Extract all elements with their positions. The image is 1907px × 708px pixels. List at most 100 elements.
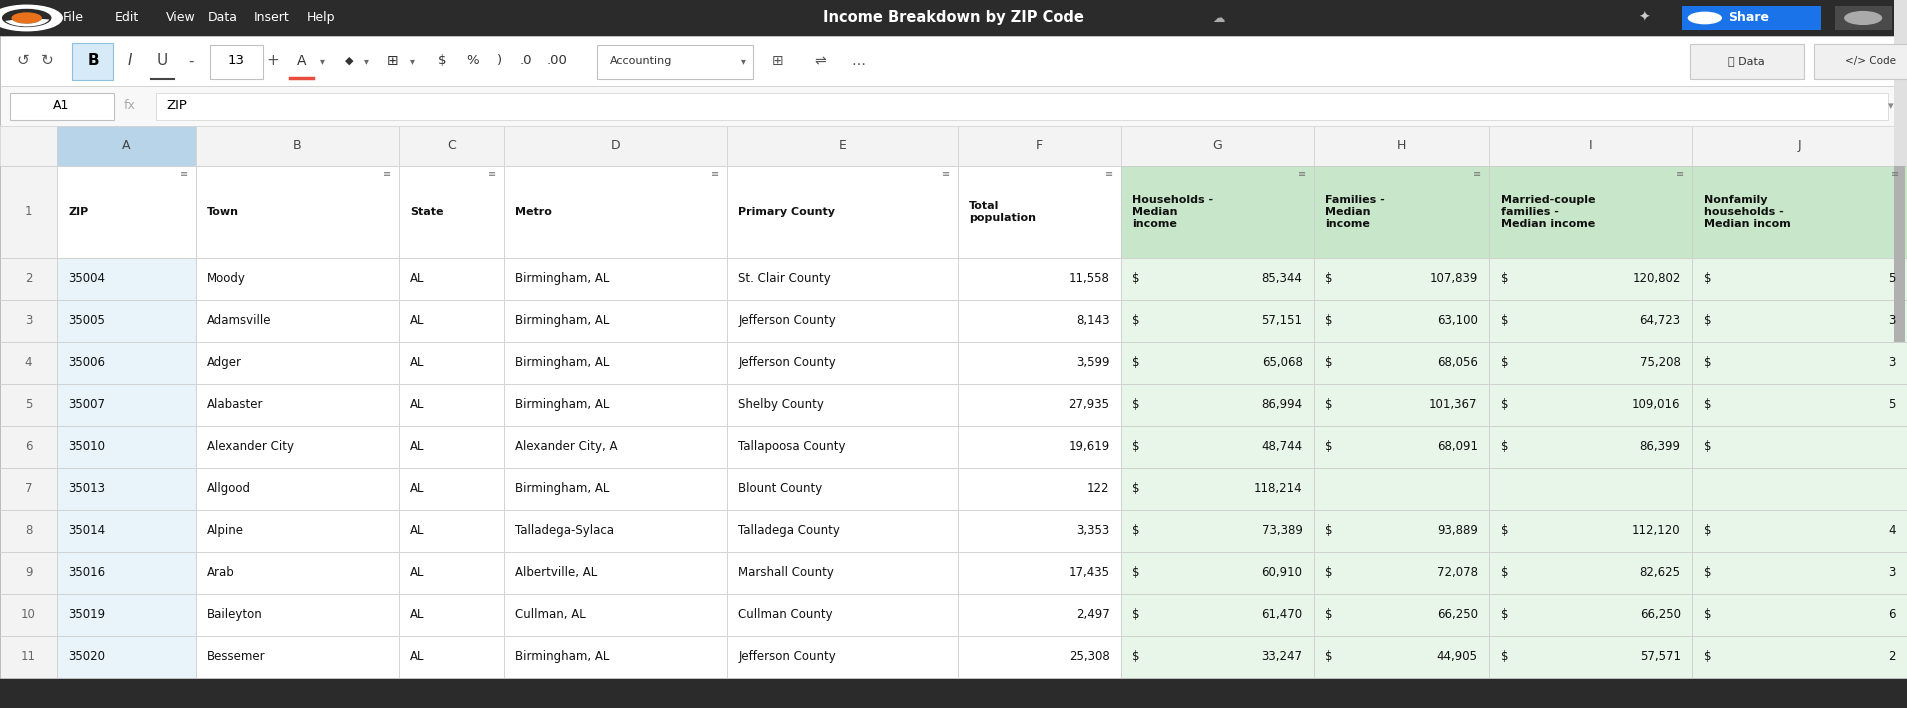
Bar [503,468,727,510]
Text: Help: Help [307,11,336,25]
Bar [399,258,503,300]
Text: 82,625: 82,625 [1640,566,1680,579]
Bar [1894,0,1907,166]
Bar [57,426,196,468]
Text: Birmingham, AL: Birmingham, AL [515,314,610,328]
Text: Birmingham, AL: Birmingham, AL [515,356,610,370]
Bar [1121,342,1314,384]
Bar [1121,166,1314,258]
Text: 3: 3 [25,314,32,328]
Text: 35020: 35020 [69,651,105,663]
Text: 93,889: 93,889 [1436,525,1478,537]
Text: $: $ [1703,525,1711,537]
Bar [503,126,727,166]
Bar [1121,426,1314,468]
Bar [57,300,196,342]
Bar [196,126,399,166]
Text: Jefferson County: Jefferson County [738,314,835,328]
Text: Nonfamily
households -
Median incom: Nonfamily households - Median incom [1703,195,1791,229]
Bar [1692,552,1907,594]
Text: ▾: ▾ [364,56,370,66]
Bar [196,468,399,510]
Text: Moody: Moody [208,273,246,285]
Bar [1692,594,1907,636]
Text: 25,308: 25,308 [1068,651,1110,663]
Text: D: D [610,139,620,152]
Text: 72,078: 72,078 [1436,566,1478,579]
Bar [727,300,957,342]
Text: AL: AL [410,566,425,579]
Bar [1489,468,1692,510]
Bar [1121,300,1314,342]
Text: $: $ [1703,399,1711,411]
Bar [399,426,503,468]
Text: ↻: ↻ [42,54,53,69]
Text: 35007: 35007 [69,399,105,411]
Bar [1314,552,1489,594]
Text: 35016: 35016 [69,566,105,579]
Bar [0,384,57,426]
Text: $: $ [1133,566,1140,579]
Bar [727,258,957,300]
Text: $: $ [1325,525,1333,537]
Bar [957,594,1121,636]
Text: 5: 5 [1888,273,1896,285]
Text: 66,250: 66,250 [1640,608,1680,622]
Text: 13: 13 [229,55,244,67]
Text: </> Code: </> Code [1846,56,1896,66]
Bar [1121,258,1314,300]
Text: 3: 3 [1888,356,1896,370]
Text: ⊞: ⊞ [772,54,784,68]
Text: ≡: ≡ [1474,169,1482,179]
Text: 64,723: 64,723 [1640,314,1680,328]
Bar [1692,636,1907,678]
Bar [1894,166,1905,342]
Text: 35019: 35019 [69,608,105,622]
Text: Jefferson County: Jefferson County [738,651,835,663]
Bar [1489,594,1692,636]
Text: $: $ [1501,314,1508,328]
Text: Income Breakdown by ZIP Code: Income Breakdown by ZIP Code [824,11,1083,25]
Text: $: $ [1325,273,1333,285]
Text: $: $ [1133,356,1140,370]
Bar [1121,594,1314,636]
Text: Talladega-Sylaca: Talladega-Sylaca [515,525,614,537]
Text: AL: AL [410,651,425,663]
Bar [1314,426,1489,468]
Text: $: $ [1501,525,1508,537]
Bar [57,468,196,510]
Bar [1121,126,1314,166]
Bar [72,43,113,80]
Bar [0,86,1907,126]
Bar [1489,166,1692,258]
Text: 3,599: 3,599 [1076,356,1110,370]
Text: 112,120: 112,120 [1632,525,1680,537]
Bar [1314,342,1489,384]
Text: $: $ [1501,566,1508,579]
Bar [1489,552,1692,594]
Text: 3: 3 [1888,314,1896,328]
Bar [1314,594,1489,636]
Bar [57,126,196,166]
Text: ↺: ↺ [17,54,29,69]
Text: 33,247: 33,247 [1262,651,1302,663]
Text: fx: fx [124,99,135,113]
Text: ≡: ≡ [1106,169,1114,179]
Bar [196,510,399,552]
Text: 57,571: 57,571 [1640,651,1680,663]
Text: Cullman, AL: Cullman, AL [515,608,585,622]
Text: A1: A1 [53,99,69,113]
Text: $: $ [439,55,446,67]
Text: G: G [1213,139,1222,152]
Text: 10: 10 [21,608,36,622]
Bar [727,468,957,510]
Text: 7: 7 [25,482,32,496]
Bar [727,426,957,468]
Bar [1489,510,1692,552]
Text: 🗄 Data: 🗄 Data [1728,56,1766,66]
Bar [1692,384,1907,426]
Text: Albertville, AL: Albertville, AL [515,566,597,579]
Bar [57,552,196,594]
Text: 8,143: 8,143 [1076,314,1110,328]
Text: ≡: ≡ [1299,169,1306,179]
